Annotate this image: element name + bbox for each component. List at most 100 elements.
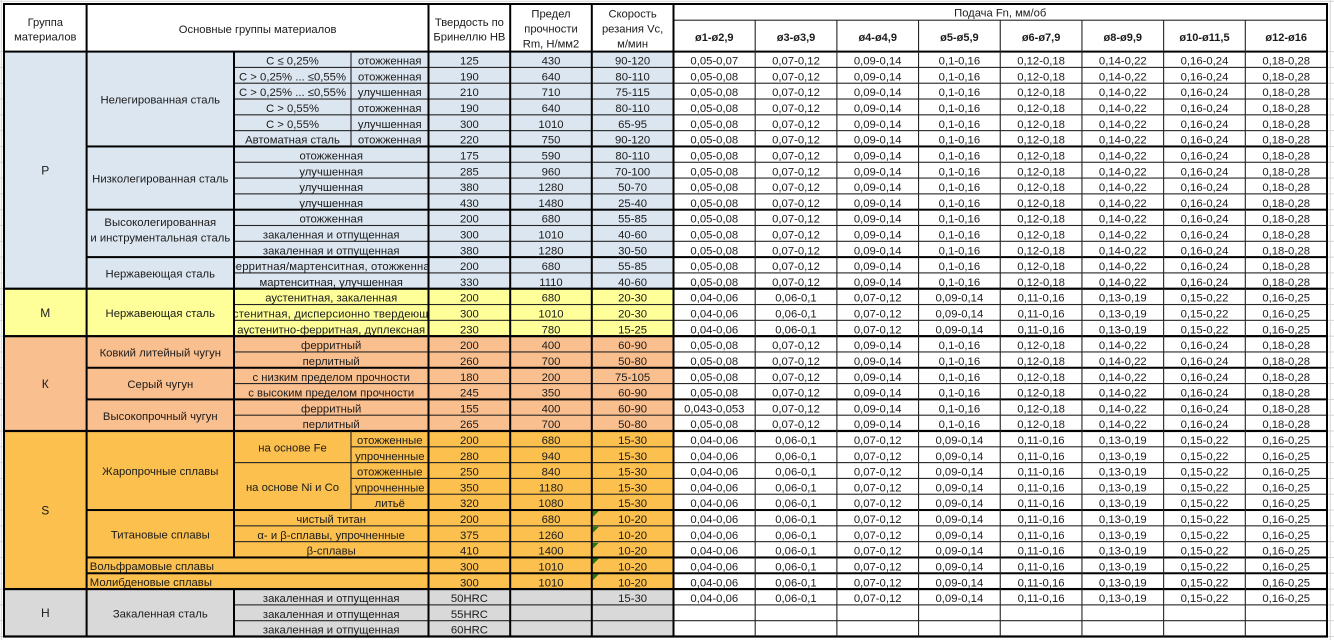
- svg-text:0,04-0,06: 0,04-0,06: [690, 530, 738, 542]
- svg-text:0,07-0,12: 0,07-0,12: [772, 198, 820, 210]
- svg-text:0,09-0,14: 0,09-0,14: [936, 514, 984, 526]
- svg-text:0,12-0,18: 0,12-0,18: [1017, 87, 1065, 99]
- svg-text:0,13-0,19: 0,13-0,19: [1099, 467, 1147, 479]
- svg-text:Высоколегированная: Высоколегированная: [104, 217, 216, 229]
- svg-text:0,05-0,08: 0,05-0,08: [690, 419, 738, 431]
- svg-text:0,07-0,12: 0,07-0,12: [854, 309, 902, 321]
- svg-text:0,12-0,18: 0,12-0,18: [1017, 388, 1065, 400]
- svg-text:0,18-0,28: 0,18-0,28: [1262, 71, 1310, 83]
- svg-text:0,16-0,24: 0,16-0,24: [1181, 356, 1229, 368]
- svg-text:C > 0,25% ... ≤0,55%: C > 0,25% ... ≤0,55%: [239, 71, 346, 83]
- svg-text:0,11-0,16: 0,11-0,16: [1018, 593, 1065, 605]
- svg-text:0,07-0,12: 0,07-0,12: [854, 293, 902, 305]
- svg-text:Р: Р: [41, 164, 49, 178]
- svg-text:0,13-0,19: 0,13-0,19: [1099, 482, 1147, 494]
- svg-text:0,09-0,14: 0,09-0,14: [854, 198, 902, 210]
- svg-text:0,12-0,18: 0,12-0,18: [1017, 230, 1065, 242]
- svg-text:0,1-0,16: 0,1-0,16: [939, 56, 980, 68]
- svg-text:1080: 1080: [538, 498, 563, 510]
- svg-text:330: 330: [460, 277, 479, 289]
- svg-text:Жаропрочные сплавы: Жаропрочные сплавы: [102, 466, 218, 478]
- svg-text:0,1-0,16: 0,1-0,16: [939, 372, 980, 384]
- svg-text:ферритный: ферритный: [301, 340, 361, 352]
- svg-text:1180: 1180: [539, 482, 563, 494]
- svg-text:0,1-0,16: 0,1-0,16: [939, 403, 980, 415]
- svg-text:0,16-0,25: 0,16-0,25: [1262, 593, 1310, 605]
- svg-text:0,06-0,1: 0,06-0,1: [775, 514, 816, 526]
- svg-text:Ковкий литейный чугун: Ковкий литейный чугун: [100, 348, 221, 360]
- svg-text:0,04-0,06: 0,04-0,06: [690, 514, 738, 526]
- svg-text:0,13-0,19: 0,13-0,19: [1099, 435, 1147, 447]
- svg-text:0,09-0,14: 0,09-0,14: [854, 340, 902, 352]
- svg-text:0,05-0,08: 0,05-0,08: [690, 372, 738, 384]
- svg-text:Н: Н: [41, 606, 50, 620]
- svg-text:0,1-0,16: 0,1-0,16: [939, 198, 980, 210]
- svg-text:0,1-0,16: 0,1-0,16: [939, 277, 980, 289]
- svg-text:60-90: 60-90: [618, 388, 647, 400]
- svg-text:25-40: 25-40: [618, 198, 647, 210]
- svg-text:0,09-0,14: 0,09-0,14: [936, 451, 984, 463]
- svg-text:0,09-0,14: 0,09-0,14: [854, 71, 902, 83]
- svg-text:0,09-0,14: 0,09-0,14: [854, 230, 902, 242]
- svg-text:0,04-0,06: 0,04-0,06: [690, 498, 738, 510]
- svg-text:0,07-0,12: 0,07-0,12: [772, 372, 820, 384]
- svg-text:0,14-0,22: 0,14-0,22: [1099, 103, 1147, 115]
- svg-text:0,07-0,12: 0,07-0,12: [854, 530, 902, 542]
- svg-text:0,12-0,18: 0,12-0,18: [1017, 340, 1065, 352]
- svg-text:0,05-0,08: 0,05-0,08: [690, 356, 738, 368]
- svg-text:410: 410: [460, 546, 479, 558]
- svg-text:0,06-0,1: 0,06-0,1: [775, 435, 816, 447]
- svg-text:75-115: 75-115: [615, 87, 649, 99]
- svg-text:β-сплавы: β-сплавы: [307, 546, 356, 558]
- svg-text:0,04-0,06: 0,04-0,06: [690, 293, 738, 305]
- svg-text:10-20: 10-20: [618, 562, 647, 574]
- svg-text:ø1-ø2,9: ø1-ø2,9: [695, 32, 734, 44]
- svg-text:0,14-0,22: 0,14-0,22: [1099, 151, 1147, 163]
- svg-text:0,09-0,14: 0,09-0,14: [854, 87, 902, 99]
- svg-text:0,16-0,24: 0,16-0,24: [1181, 119, 1229, 131]
- svg-text:210: 210: [460, 87, 479, 99]
- svg-text:0,15-0,22: 0,15-0,22: [1181, 577, 1229, 589]
- svg-text:40-60: 40-60: [618, 277, 647, 289]
- svg-text:мартенситная, улучшенная: мартенситная, улучшенная: [259, 277, 402, 289]
- svg-text:0,12-0,18: 0,12-0,18: [1017, 56, 1065, 68]
- svg-text:0,13-0,19: 0,13-0,19: [1099, 530, 1147, 542]
- svg-text:прочности: прочности: [524, 24, 577, 36]
- svg-text:0,05-0,08: 0,05-0,08: [690, 87, 738, 99]
- svg-text:0,09-0,14: 0,09-0,14: [854, 135, 902, 147]
- svg-text:с низким пределом прочности: с низким пределом прочности: [252, 372, 410, 384]
- svg-text:70-100: 70-100: [615, 166, 650, 178]
- svg-text:0,09-0,14: 0,09-0,14: [936, 324, 984, 336]
- svg-text:0,14-0,22: 0,14-0,22: [1099, 214, 1147, 226]
- svg-text:литьё: литьё: [375, 498, 405, 510]
- svg-text:0,07-0,12: 0,07-0,12: [772, 103, 820, 115]
- svg-text:0,07-0,12: 0,07-0,12: [772, 261, 820, 273]
- svg-text:0,07-0,12: 0,07-0,12: [854, 498, 902, 510]
- svg-text:0,07-0,12: 0,07-0,12: [854, 593, 902, 605]
- svg-text:упрочненные: упрочненные: [355, 451, 424, 463]
- svg-text:640: 640: [542, 71, 561, 83]
- svg-text:0,11-0,16: 0,11-0,16: [1018, 562, 1065, 574]
- svg-text:0,07-0,12: 0,07-0,12: [772, 388, 820, 400]
- svg-text:1010: 1010: [538, 230, 563, 242]
- svg-text:отожженная: отожженная: [299, 214, 363, 226]
- svg-text:0,14-0,22: 0,14-0,22: [1099, 135, 1147, 147]
- svg-text:0,1-0,16: 0,1-0,16: [939, 119, 980, 131]
- svg-text:0,14-0,22: 0,14-0,22: [1099, 419, 1147, 431]
- svg-text:0,16-0,24: 0,16-0,24: [1181, 403, 1229, 415]
- svg-text:0,05-0,08: 0,05-0,08: [690, 277, 738, 289]
- svg-text:0,04-0,06: 0,04-0,06: [690, 324, 738, 336]
- svg-text:400: 400: [542, 403, 561, 415]
- svg-text:0,09-0,14: 0,09-0,14: [854, 388, 902, 400]
- svg-text:0,18-0,28: 0,18-0,28: [1262, 103, 1310, 115]
- svg-text:200: 200: [460, 214, 479, 226]
- svg-text:0,18-0,28: 0,18-0,28: [1262, 388, 1310, 400]
- svg-text:Подача Fn, мм/об: Подача Fn, мм/об: [954, 8, 1046, 20]
- svg-text:15-30: 15-30: [618, 451, 647, 463]
- svg-text:15-30: 15-30: [618, 593, 647, 605]
- svg-text:0,14-0,22: 0,14-0,22: [1099, 372, 1147, 384]
- svg-text:0,1-0,16: 0,1-0,16: [939, 340, 980, 352]
- svg-text:0,14-0,22: 0,14-0,22: [1099, 340, 1147, 352]
- svg-text:0,11-0,16: 0,11-0,16: [1018, 435, 1065, 447]
- svg-text:0,16-0,24: 0,16-0,24: [1181, 198, 1229, 210]
